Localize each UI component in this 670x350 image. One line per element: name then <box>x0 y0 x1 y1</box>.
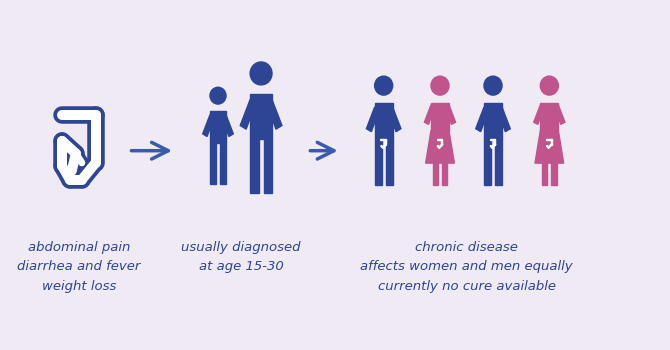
Polygon shape <box>375 139 382 185</box>
Polygon shape <box>250 139 259 193</box>
Polygon shape <box>542 163 547 185</box>
Polygon shape <box>551 163 557 185</box>
Polygon shape <box>210 111 226 144</box>
Circle shape <box>210 87 226 104</box>
Polygon shape <box>534 105 543 124</box>
Polygon shape <box>476 107 488 132</box>
Circle shape <box>250 62 272 85</box>
Text: weight loss: weight loss <box>42 280 116 293</box>
Polygon shape <box>446 105 456 124</box>
Text: at age 15-30: at age 15-30 <box>199 260 283 273</box>
Polygon shape <box>540 103 558 131</box>
Polygon shape <box>424 105 434 124</box>
Polygon shape <box>425 131 454 163</box>
Polygon shape <box>484 139 491 185</box>
Polygon shape <box>220 144 226 183</box>
Polygon shape <box>241 99 255 129</box>
Polygon shape <box>250 94 272 139</box>
Polygon shape <box>555 105 565 124</box>
Polygon shape <box>535 131 563 163</box>
Polygon shape <box>433 163 438 185</box>
Text: chronic disease: chronic disease <box>415 241 518 254</box>
Polygon shape <box>267 99 282 129</box>
Text: diarrhea and fever: diarrhea and fever <box>17 260 141 273</box>
Circle shape <box>431 76 449 95</box>
Polygon shape <box>366 107 379 132</box>
Text: usually diagnosed: usually diagnosed <box>182 241 301 254</box>
Polygon shape <box>210 144 216 183</box>
Polygon shape <box>442 163 448 185</box>
Text: currently no cure available: currently no cure available <box>377 280 555 293</box>
Polygon shape <box>431 103 449 131</box>
Polygon shape <box>222 115 233 136</box>
Polygon shape <box>484 103 502 139</box>
Text: abdominal pain: abdominal pain <box>27 241 130 254</box>
Polygon shape <box>495 139 502 185</box>
Polygon shape <box>498 107 511 132</box>
Polygon shape <box>389 107 401 132</box>
Polygon shape <box>375 103 393 139</box>
Polygon shape <box>263 139 272 193</box>
Polygon shape <box>203 115 214 136</box>
Circle shape <box>484 76 502 95</box>
Polygon shape <box>386 139 393 185</box>
Circle shape <box>540 76 558 95</box>
Circle shape <box>375 76 393 95</box>
Text: affects women and men equally: affects women and men equally <box>360 260 573 273</box>
